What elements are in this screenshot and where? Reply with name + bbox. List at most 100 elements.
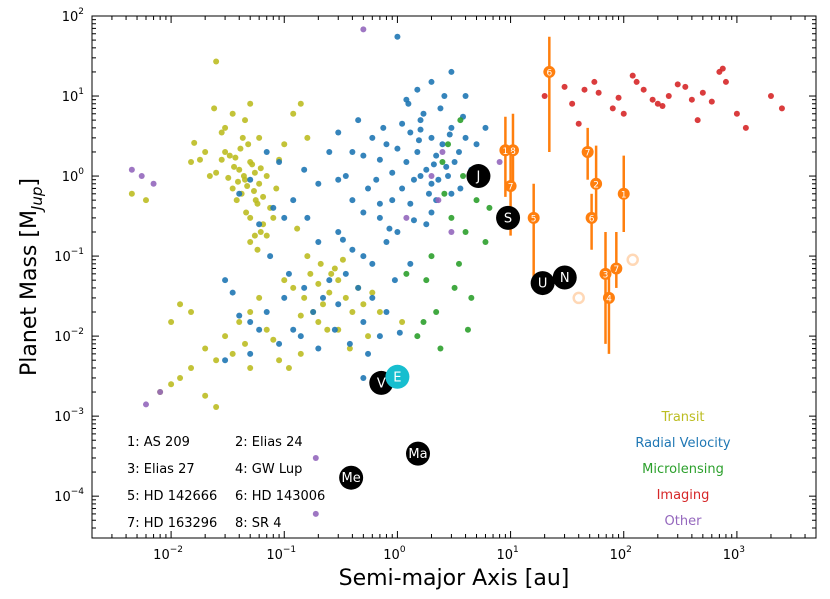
microlensing-point (473, 197, 480, 204)
microlensing-point (439, 158, 446, 165)
radial-velocity-point (462, 93, 469, 100)
imaging-point (561, 83, 568, 90)
transit-point (301, 294, 308, 301)
microlensing-point (457, 117, 464, 124)
axis-ticks: 10−2 10−1 100 101 102 103 10−4 10−3 10−2 10−1 100 1… (54, 7, 817, 563)
key-entry: 4: GW Lup (235, 462, 302, 477)
microlensing-point (423, 277, 430, 284)
transit-point (399, 319, 406, 326)
other-point (150, 180, 157, 187)
transit-point (297, 100, 304, 107)
key-entry: 3: Elias 27 (127, 462, 195, 477)
microlensing-point (420, 319, 427, 326)
other-point (142, 401, 149, 408)
radial-velocity-point (360, 374, 367, 381)
x-tick-label: 100 (383, 545, 406, 563)
other-point (312, 454, 319, 461)
radial-velocity-point (428, 78, 435, 85)
y-tick-label: 10−1 (54, 247, 84, 265)
plot-frame (91, 15, 817, 539)
radial-velocity-point (383, 238, 390, 245)
radial-velocity-point (365, 185, 372, 192)
transit-point (360, 301, 367, 308)
transit-point (320, 301, 327, 308)
candidate-marker (585, 211, 598, 224)
microlensing-point (464, 326, 471, 333)
candidate-label: 1 (621, 190, 627, 200)
transit-point (236, 166, 243, 173)
y-tick-label: 10−3 (54, 407, 84, 425)
radial-velocity-point (407, 260, 414, 267)
legend: Transit Radial Velocity Microlensing Imagin… (635, 410, 731, 529)
imaging-point (694, 117, 701, 124)
transit-point (273, 185, 280, 192)
transit-point (222, 148, 229, 155)
transit-point (346, 345, 353, 352)
transit-point (263, 232, 270, 239)
radial-velocity-point (423, 221, 430, 228)
candidate-marker (581, 145, 594, 158)
transit-point (285, 364, 292, 371)
other-point (435, 197, 442, 204)
radial-velocity-point (349, 197, 356, 204)
radial-velocity-point (410, 217, 417, 224)
transit-point (188, 158, 195, 165)
transit-point (263, 173, 270, 180)
solar-planet-label: N (560, 271, 570, 286)
x-tick-label: 101 (496, 545, 518, 563)
radial-velocity-point (394, 33, 401, 40)
other-point (448, 228, 455, 235)
transit-point (365, 333, 372, 340)
other-point (496, 158, 503, 165)
radial-velocity-point (415, 137, 422, 144)
radial-velocity-point (451, 158, 458, 165)
transit-point (225, 174, 232, 181)
transit-point (242, 117, 249, 124)
transit-point (251, 169, 258, 176)
microlensing-point (451, 284, 458, 291)
transit-point (260, 193, 267, 200)
key-entry: 1: AS 209 (127, 435, 190, 450)
microlensing-point (445, 141, 452, 148)
transit-point (254, 246, 261, 253)
microlensing-point (486, 204, 493, 211)
transit-point (281, 141, 288, 148)
solar-planet-marker (496, 205, 521, 230)
radial-velocity-point (425, 190, 432, 197)
radial-velocity-point (256, 221, 263, 228)
faint-candidate-marker (572, 291, 585, 305)
imaging-point (581, 86, 588, 93)
radial-velocity-point (437, 105, 444, 112)
transit-point (222, 124, 229, 131)
solar-planet-marker (530, 271, 555, 296)
microlensing-point (448, 214, 455, 221)
other-point (128, 166, 135, 173)
transit-point (339, 256, 346, 263)
transit-point (229, 185, 236, 192)
radial-velocity-point (247, 176, 254, 183)
radial-velocity-point (229, 289, 236, 296)
radial-velocity-point (386, 225, 393, 232)
transit-point (247, 238, 254, 245)
transit-point (326, 289, 333, 296)
transit-point (252, 197, 259, 204)
radial-velocity-point (263, 148, 270, 155)
transit-point (211, 105, 218, 112)
solar-planet-label: S (504, 211, 512, 226)
radial-velocity-point (417, 173, 424, 180)
transit-point (231, 163, 238, 170)
x-axis-label: Semi-major Axis [au] (339, 566, 570, 591)
transit-point (304, 134, 311, 141)
radial-velocity-point (355, 117, 362, 124)
candidate-label: 6 (546, 68, 552, 78)
imaging-point (609, 105, 616, 112)
candidate-marker (602, 291, 615, 304)
radial-velocity-point (376, 156, 383, 163)
y-tick-label: 102 (62, 7, 84, 25)
radial-velocity-point (389, 169, 396, 176)
points-layer (128, 26, 785, 517)
candidate-label: 8 (510, 147, 516, 157)
radial-velocity-point (263, 309, 270, 316)
imaging-point (615, 94, 622, 101)
